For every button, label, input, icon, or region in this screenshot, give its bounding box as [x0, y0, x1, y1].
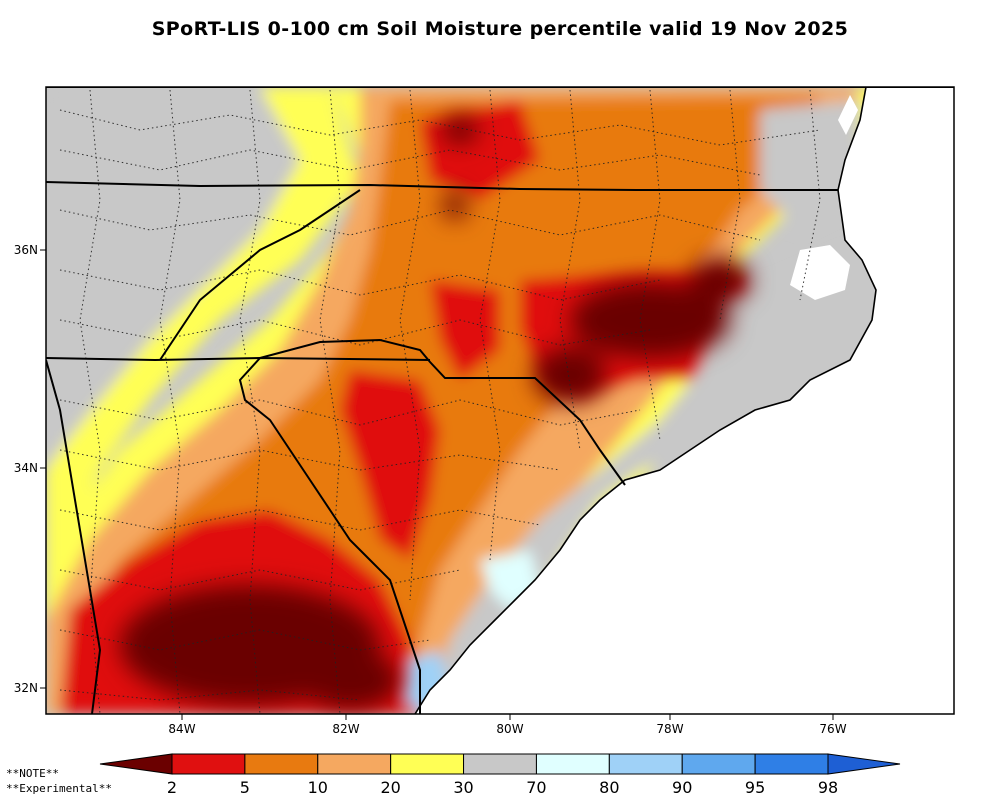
experimental-label: **Experimental**: [6, 782, 112, 795]
colorbar-label: 98: [818, 778, 838, 797]
colorbar-segment: [681, 753, 756, 775]
lon-label-82w: 82W: [332, 722, 359, 736]
tn-nc-border: [159, 189, 361, 361]
state-borders: [46, 87, 954, 714]
severe-dry-cores: [120, 116, 750, 710]
colorbar-label: 95: [745, 778, 765, 797]
coastline: [414, 189, 877, 714]
nc-va-border: [46, 181, 838, 191]
colorbar-label: 2: [167, 778, 177, 797]
colorbar-label: 90: [672, 778, 692, 797]
colorbar-label: 5: [240, 778, 250, 797]
county-lines: [59, 89, 821, 714]
pamlico-sound: [790, 245, 850, 300]
nc-tn-ga-border: [46, 356, 431, 362]
colorbar-segment: [244, 753, 319, 775]
lon-label-78w: 78W: [656, 722, 683, 736]
ga-al-border: [46, 359, 102, 714]
atlantic-ocean: [415, 87, 954, 714]
colorbar-segment: [535, 753, 610, 775]
note-label: **NOTE**: [6, 767, 59, 780]
colorbar-segment: [827, 753, 901, 775]
colorbar-segment: [608, 753, 683, 775]
colorbar-label: 80: [599, 778, 619, 797]
lon-label-80w: 80W: [496, 722, 523, 736]
map-title: SPoRT-LIS 0-100 cm Soil Moisture percent…: [151, 18, 849, 40]
map-field: [46, 87, 954, 714]
va-coastline: [837, 87, 867, 191]
map-frame: [45, 86, 955, 715]
lat-label-34n: 34N: [14, 461, 38, 475]
colorbar-segment: [390, 753, 465, 775]
lat-label-32n: 32N: [14, 681, 38, 695]
colorbar-segment: [754, 753, 829, 775]
colorbar-segment: [99, 753, 173, 775]
colorbar: 2 5 10 20 30 70 80 90 95 98: [99, 753, 901, 797]
longitude-axis: 84W 82W 80W 78W 76W: [168, 714, 847, 736]
colorbar-segment: [463, 753, 537, 775]
nc-sc-border: [259, 338, 626, 486]
latitude-axis: 36N 34N 32N: [14, 243, 46, 695]
colorbar-label: 10: [308, 778, 328, 797]
chesapeake-bay: [838, 95, 858, 135]
colorbar-segment: [171, 753, 246, 775]
colorbar-label: 30: [453, 778, 473, 797]
sc-ga-border: [238, 357, 421, 714]
lon-label-76w: 76W: [819, 722, 846, 736]
colorbar-label: 20: [380, 778, 400, 797]
colorbar-segment: [317, 753, 392, 775]
colorbar-label: 70: [526, 778, 546, 797]
lat-label-36n: 36N: [14, 243, 38, 257]
lon-label-84w: 84W: [168, 722, 195, 736]
